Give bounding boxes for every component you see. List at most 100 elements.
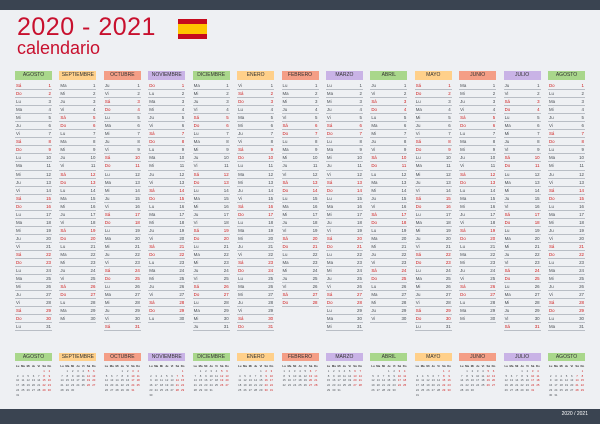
month-header: ABRIL — [370, 71, 408, 80]
mini-month-header: MARZO — [325, 353, 363, 361]
mini-day-number: 1 — [66, 368, 69, 373]
day-number: 27 — [579, 292, 584, 298]
weekday-label: Ma — [549, 268, 556, 274]
day-number: 20 — [445, 235, 451, 241]
mini-weekday-header: Lu — [460, 364, 464, 368]
day-number: 8 — [270, 139, 274, 145]
day-number: 20 — [90, 235, 96, 241]
day-number: 30 — [223, 316, 229, 322]
day-number: 18 — [490, 219, 496, 225]
day-row: Ma 20 — [103, 235, 141, 243]
mini-calendar: FEBRERO Lu Ma Mi Ju Vi Sá Do 1 2 3 4 5 6 7 8 9 10 11 12 13 14… — [281, 353, 319, 405]
mini-day-number: 28 — [358, 383, 362, 388]
day-number: 5 — [537, 115, 540, 121]
day-number: 28 — [268, 300, 274, 306]
mini-day-number: 23 — [332, 383, 336, 388]
mini-day-number: 16 — [264, 378, 268, 383]
day-row: Sá 23 — [237, 259, 275, 268]
weekday-label: Ju — [193, 155, 199, 161]
day-number: 24 — [134, 268, 140, 274]
day-number: 27 — [90, 292, 96, 298]
day-number: 13 — [179, 179, 185, 185]
mini-day-number: 17 — [209, 378, 213, 383]
day-number: 21 — [179, 243, 185, 249]
day-number: 26 — [401, 284, 407, 290]
weekday-label: Lu — [238, 163, 243, 169]
day-row: Mi 12 — [15, 171, 52, 179]
day-row: Ju 22 — [503, 251, 541, 260]
day-row: Sá 31 — [503, 323, 541, 332]
day-number: 31 — [134, 324, 140, 330]
weekday-label: Mi — [326, 211, 332, 217]
day-row: Vi 23 — [503, 259, 541, 268]
day-row: Vi 6 — [148, 122, 186, 131]
mini-day-number: 19 — [504, 383, 508, 388]
day-row: Ma 9 — [281, 146, 319, 155]
day-row: Sá 5 — [59, 114, 97, 123]
mini-day-number: 10 — [531, 373, 535, 378]
mini-day-number: 6 — [432, 373, 435, 378]
weekday-label: Ju — [549, 284, 554, 290]
day-number: 1 — [537, 83, 540, 88]
mini-day-number: 21 — [115, 383, 119, 388]
day-row: Mi 26 — [414, 283, 452, 292]
day-row: Sá 5 — [459, 114, 497, 123]
mini-day-number: 25 — [136, 383, 140, 388]
day-row: Mi 21 — [370, 243, 408, 251]
day-row: Mi 7 — [103, 130, 141, 139]
day-number: 7 — [403, 131, 407, 137]
day-row: Ju 8 — [370, 138, 408, 147]
mini-day-number: 4 — [299, 368, 301, 373]
mini-day-number: 5 — [244, 373, 246, 378]
mini-day-number: 21 — [575, 383, 579, 388]
day-row: Ma 25 — [414, 275, 452, 284]
weekday-label: Vi — [282, 284, 287, 290]
day-row: Vi 8 — [237, 138, 275, 147]
weekday-label: Ma — [460, 83, 467, 88]
weekday-label: Sá — [104, 324, 111, 330]
day-number: 18 — [401, 219, 407, 225]
day-row: Ma 23 — [281, 259, 319, 268]
mini-day-number: 30 — [392, 387, 396, 392]
mini-day-number: 17 — [293, 378, 297, 383]
weekday-label: Lu — [60, 243, 66, 249]
weekday-label: Ma — [326, 91, 334, 97]
day-row: Mi 26 — [15, 283, 52, 292]
day-number: 25 — [268, 276, 274, 282]
day-row: Mi 30 — [192, 315, 230, 324]
day-number: 20 — [223, 235, 229, 241]
day-number: 26 — [46, 284, 51, 290]
weekday-label: Do — [504, 107, 511, 113]
mini-day-number: 30 — [332, 387, 336, 392]
day-number: 13 — [268, 179, 274, 185]
day-row: Sá 21 — [548, 243, 585, 251]
day-row: Lu 25 — [237, 275, 275, 284]
mini-day-number: 23 — [470, 383, 474, 388]
day-row: Sá 3 — [370, 98, 408, 107]
mini-weekday-header: Vi — [481, 364, 485, 368]
mini-month-header: MAYO — [414, 353, 452, 361]
weekday-label: Sá — [282, 292, 288, 298]
mini-day-number: 15 — [520, 378, 524, 383]
mini-day-number: 22 — [282, 383, 286, 388]
mini-weekday-header: Ma — [331, 364, 336, 368]
day-number: 5 — [181, 115, 185, 121]
weekday-label: Sá — [549, 243, 555, 249]
mini-day-number: 27 — [509, 387, 514, 392]
day-number: 28 — [401, 300, 407, 306]
day-row: Sá 26 — [59, 283, 97, 292]
weekday-label: Sá — [16, 139, 22, 145]
weekday-label: Sá — [238, 147, 244, 153]
mini-day-number: 14 — [436, 378, 441, 383]
mini-weekday-header: Do — [358, 364, 363, 368]
weekday-label: Lu — [549, 260, 554, 266]
day-row: Sá 8 — [414, 138, 452, 147]
day-row: Lu 14 — [59, 187, 97, 195]
weekday-label: Lu — [149, 91, 155, 97]
day-number: 23 — [445, 260, 451, 266]
day-number: 5 — [492, 115, 496, 121]
month-column: FEBRERO Lu 1 Ma 2 Mi 3 Ju 4 Vi 5 Sá 6 Do 7 Lu 8 Ma 9 Mi 10 Ju… — [281, 71, 319, 343]
day-row: Do 14 — [325, 187, 363, 195]
mini-day-number: 12 — [26, 378, 30, 383]
weekday-label: Mi — [282, 155, 288, 161]
